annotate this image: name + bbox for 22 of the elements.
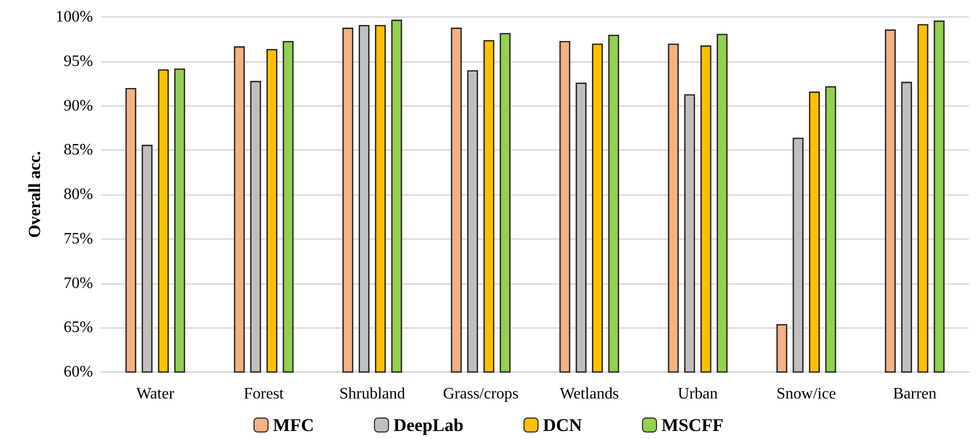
x-tick-label: Grass/crops	[442, 386, 519, 402]
y-tick-label: 60%	[64, 364, 93, 380]
x-tick-label: Urban	[678, 386, 718, 402]
legend-label: MSCFF	[662, 415, 724, 435]
y-tick-label: 85%	[64, 142, 93, 159]
y-tick-label: 95%	[64, 52, 93, 70]
legend-label: MFC	[273, 415, 314, 435]
y-tick-label: 100%	[56, 8, 93, 26]
x-tick-label: Water	[136, 386, 175, 402]
x-tick-label: Barren	[892, 386, 937, 402]
y-tick-label: 80%	[64, 186, 93, 203]
y-axis-title: Overall acc.	[25, 151, 44, 238]
x-tick-label: Shrubland	[339, 386, 406, 402]
y-tick-label: 90%	[64, 97, 93, 114]
legend-label: DCN	[543, 415, 582, 435]
legend-label: DeepLab	[393, 415, 464, 435]
x-tick-label: Snow/ice	[776, 386, 836, 402]
y-tick-label: 75%	[64, 230, 93, 248]
y-tick-label: 70%	[64, 274, 93, 292]
y-tick-label: 65%	[64, 319, 93, 336]
x-tick-label: Wetlands	[560, 386, 619, 402]
x-tick-label: Forest	[244, 386, 284, 402]
